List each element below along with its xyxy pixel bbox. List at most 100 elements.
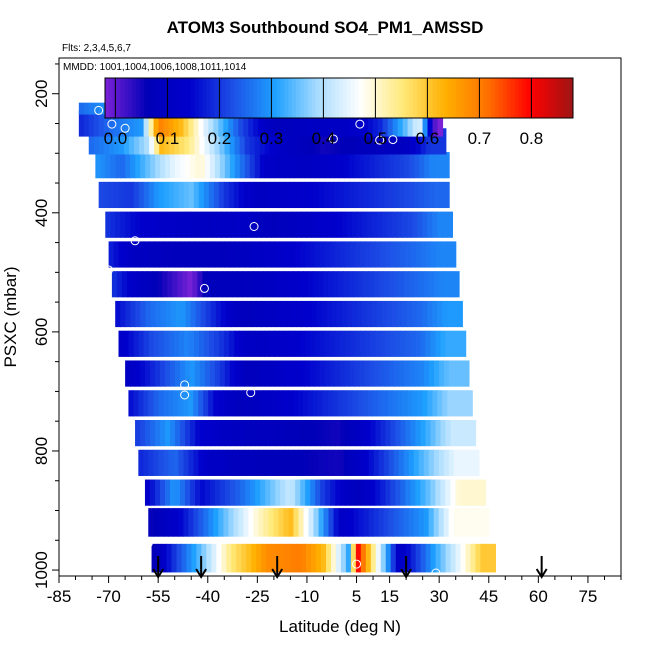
heatmap-cell [364, 360, 370, 387]
heatmap-cell [364, 152, 370, 179]
heatmap-cell [323, 181, 330, 209]
heatmap-cell [400, 543, 407, 573]
heatmap-cell [219, 330, 225, 357]
heatmap-cell [184, 360, 191, 387]
heatmap-cell [400, 330, 406, 357]
heatmap-cell [413, 271, 420, 298]
x-tick-label: -85 [47, 587, 72, 606]
heatmap-cell [373, 449, 380, 476]
heatmap-cell [195, 152, 201, 179]
heatmap-cell [340, 128, 346, 155]
heatmap-cell [445, 330, 452, 357]
colorbar-swatch [405, 78, 410, 118]
heatmap-cell [254, 330, 260, 357]
heatmap-cell [276, 211, 282, 238]
heatmap-cell [264, 241, 271, 268]
heatmap-cell [199, 128, 206, 155]
heatmap-cell [204, 128, 211, 155]
heatmap-cell [378, 508, 385, 537]
heatmap-cell [355, 241, 361, 268]
heatmap-cell [334, 152, 341, 179]
heatmap-cell [249, 360, 256, 387]
colorbar-swatch [440, 78, 445, 118]
heatmap-cell [377, 390, 384, 417]
heatmap-cell [383, 508, 390, 537]
heatmap-cell [358, 271, 365, 298]
heatmap-cell [229, 360, 236, 387]
heatmap-cell [125, 211, 132, 238]
heatmap-cell [402, 211, 408, 238]
heatmap-cell [248, 110, 254, 137]
heatmap-cell [278, 110, 284, 137]
heatmap-cell [246, 211, 252, 238]
heatmap-cell [403, 271, 410, 298]
heatmap-cell [330, 479, 336, 506]
heatmap-cell [306, 543, 312, 573]
heatmap-cell [427, 390, 433, 417]
colorbar-swatch [537, 78, 543, 118]
heatmap-cell [110, 152, 116, 179]
heatmap-cell [465, 479, 472, 506]
heatmap-cell [205, 211, 212, 238]
heatmap-cell [78, 110, 85, 137]
heatmap-cell [266, 300, 272, 328]
heatmap-cell [98, 102, 105, 115]
heatmap-cell [210, 420, 216, 447]
heatmap-cell [455, 420, 462, 447]
heatmap-cell [306, 211, 313, 238]
heatmap-cell [273, 449, 280, 476]
heatmap-cell [270, 420, 276, 447]
heatmap-cell [222, 271, 229, 298]
sample-point [120, 123, 130, 133]
heatmap-cell [405, 420, 412, 447]
colorbar-swatch [565, 78, 570, 118]
heatmap-cell [311, 211, 318, 238]
colorbar-swatch [467, 78, 473, 118]
heatmap-cell [243, 390, 249, 417]
colorbar-swatch [144, 78, 149, 118]
heatmap-cell [321, 300, 328, 328]
heatmap-cell [230, 420, 236, 447]
heatmap-cell [268, 110, 274, 137]
heatmap-cell [382, 390, 389, 417]
heatmap-cell [306, 300, 312, 328]
heatmap-cell [279, 152, 286, 179]
colorbar-swatch [237, 78, 242, 118]
heatmap-cell [153, 110, 160, 137]
heatmap-cell [228, 181, 235, 209]
colorbar-swatch [151, 78, 157, 118]
heatmap-cell [470, 420, 477, 447]
heatmap-cell [140, 211, 147, 238]
colorbar-swatch [346, 78, 352, 118]
heatmap-cell [372, 390, 379, 417]
heatmap-cell [224, 360, 231, 387]
heatmap-cell [375, 241, 381, 268]
colorbar-swatch [389, 78, 395, 118]
heatmap-cell [180, 211, 187, 238]
heatmap-cell [251, 211, 257, 238]
heatmap-cell [412, 110, 419, 137]
heatmap-cell [332, 390, 339, 417]
heatmap-cell [218, 110, 224, 137]
heatmap-cell [275, 479, 281, 506]
heatmap-cell [460, 543, 467, 573]
heatmap-cell [283, 508, 290, 537]
heatmap-cell [173, 449, 179, 476]
heatmap-cell [194, 128, 200, 155]
heatmap-cell [183, 449, 190, 476]
colorbar-swatch [249, 78, 254, 118]
heatmap-cell [180, 152, 186, 179]
heatmap-cell [315, 479, 321, 506]
heatmap-cell [269, 330, 276, 357]
sounding-arrow-head [195, 568, 208, 579]
heatmap-cell [188, 449, 195, 476]
heatmap-cell [163, 449, 169, 476]
heatmap-cell [238, 110, 244, 137]
heatmap-cell [414, 360, 420, 387]
heatmap-cell [253, 449, 260, 476]
colorbar-tick-label: 0.5 [364, 129, 388, 148]
heatmap-cell [309, 330, 316, 357]
heatmap-cell [290, 479, 296, 506]
heatmap-cell [189, 360, 196, 387]
colorbar-swatch [218, 78, 223, 118]
